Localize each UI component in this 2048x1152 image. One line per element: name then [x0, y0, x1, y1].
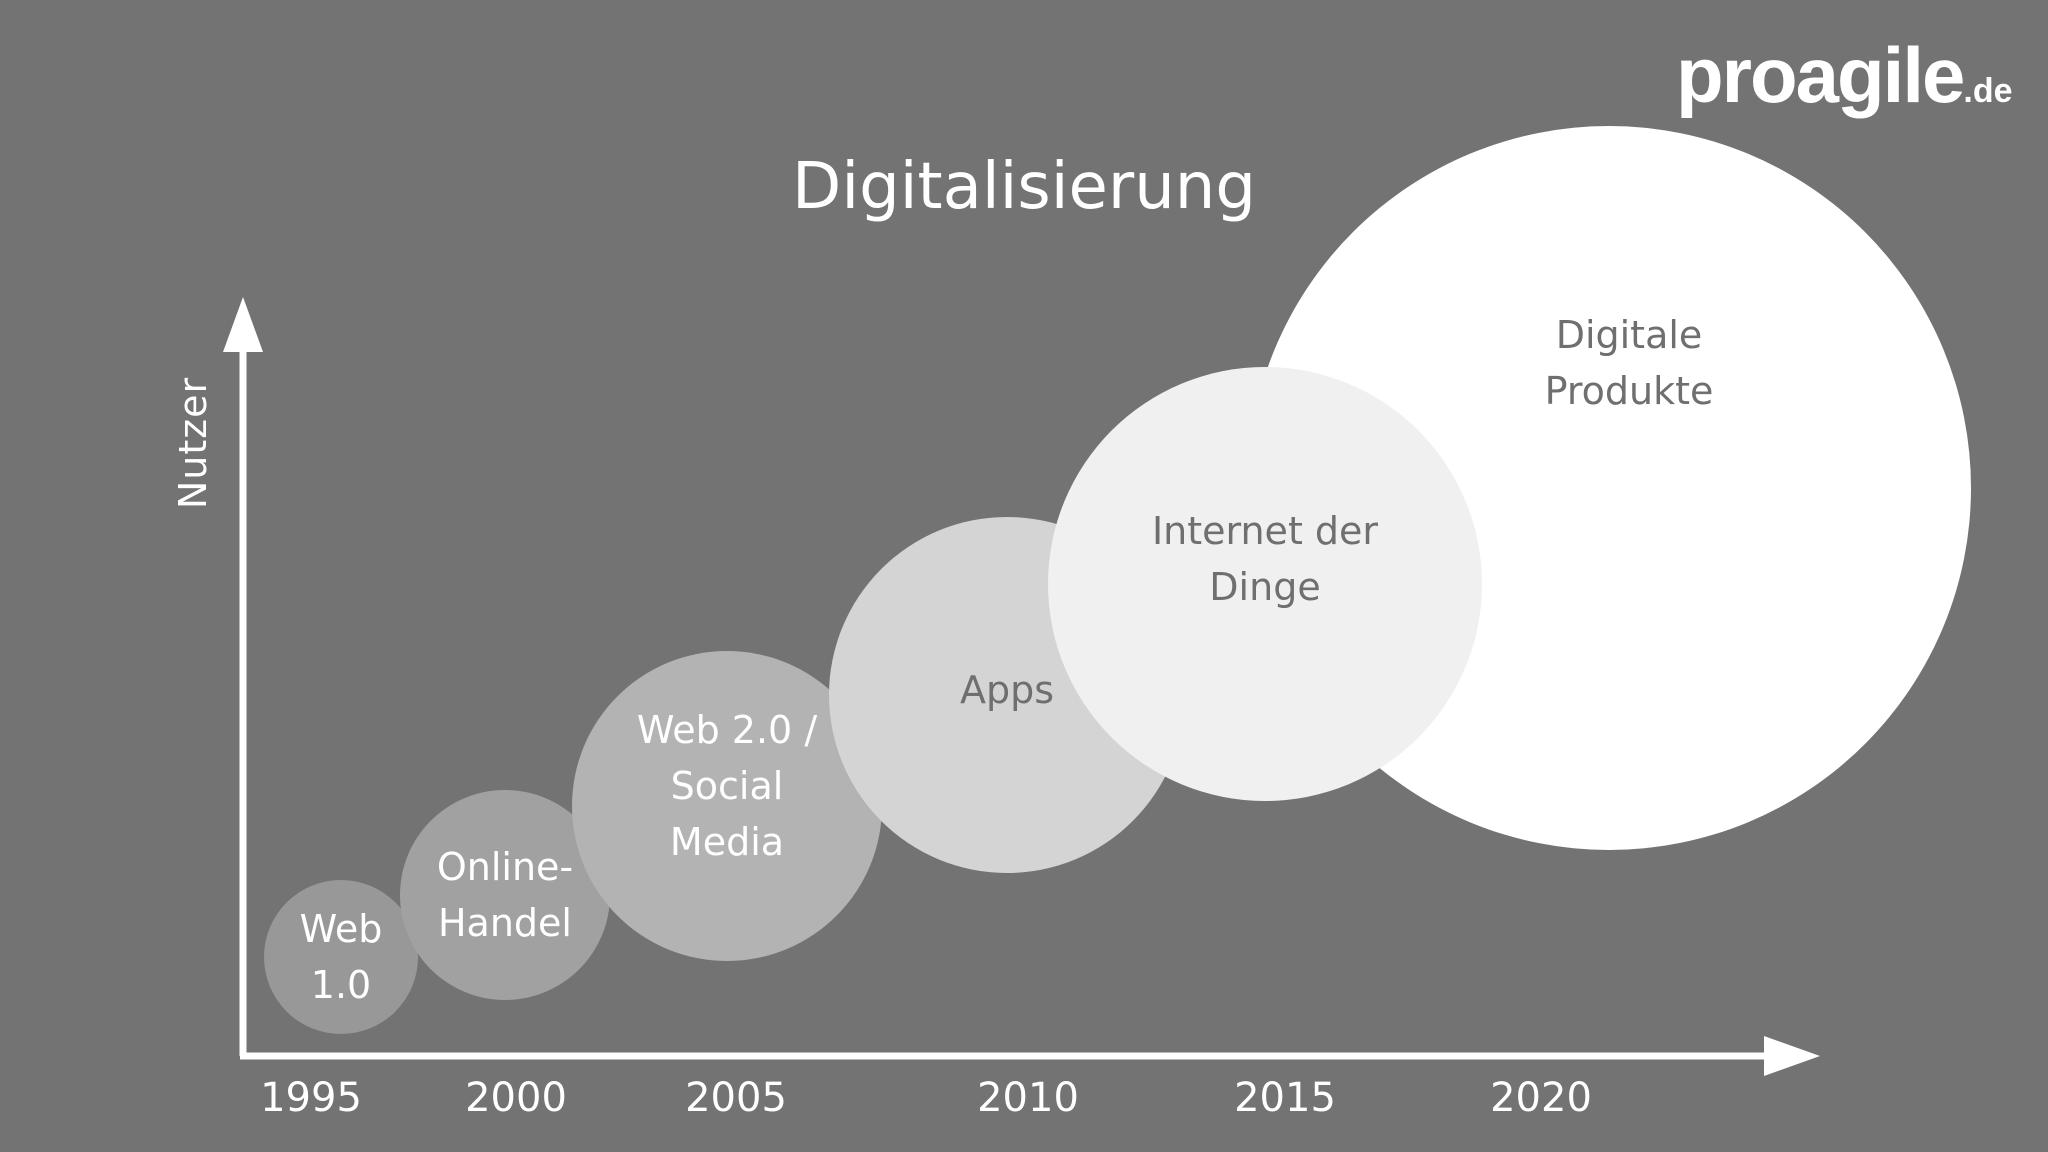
year-label: 2020 — [1490, 1075, 1592, 1121]
bubble-internet-der-dinge: Internet der Dinge — [1048, 367, 1482, 801]
bubble-label: Web 1.0 — [299, 907, 383, 1007]
brand-tld: .de — [1963, 72, 2013, 110]
year-label: 1995 — [260, 1075, 362, 1121]
year-label: 2005 — [685, 1075, 787, 1121]
bubble-label: Digitale Produkte — [1544, 313, 1714, 413]
year-label: 2000 — [465, 1075, 567, 1121]
bubble-label: Online- Handel — [436, 845, 574, 945]
brand-name: proagile — [1676, 31, 1965, 119]
x-axis-arrow-icon — [1764, 1036, 1820, 1076]
bubble-label: Internet der Dinge — [1151, 509, 1379, 609]
bubble-web-1: Web 1.0 — [264, 880, 418, 1034]
y-axis-arrow-icon — [223, 297, 263, 352]
bubble-label: Apps — [959, 668, 1055, 712]
y-axis-label: Nutzer — [171, 376, 215, 510]
page-title: Digitalisierung — [792, 150, 1256, 224]
bubble-label: Web 2.0 / Social Media — [636, 708, 818, 864]
year-label: 2015 — [1234, 1075, 1336, 1121]
brand-logo: proagile.de — [1676, 30, 2013, 121]
year-label: 2010 — [977, 1075, 1079, 1121]
